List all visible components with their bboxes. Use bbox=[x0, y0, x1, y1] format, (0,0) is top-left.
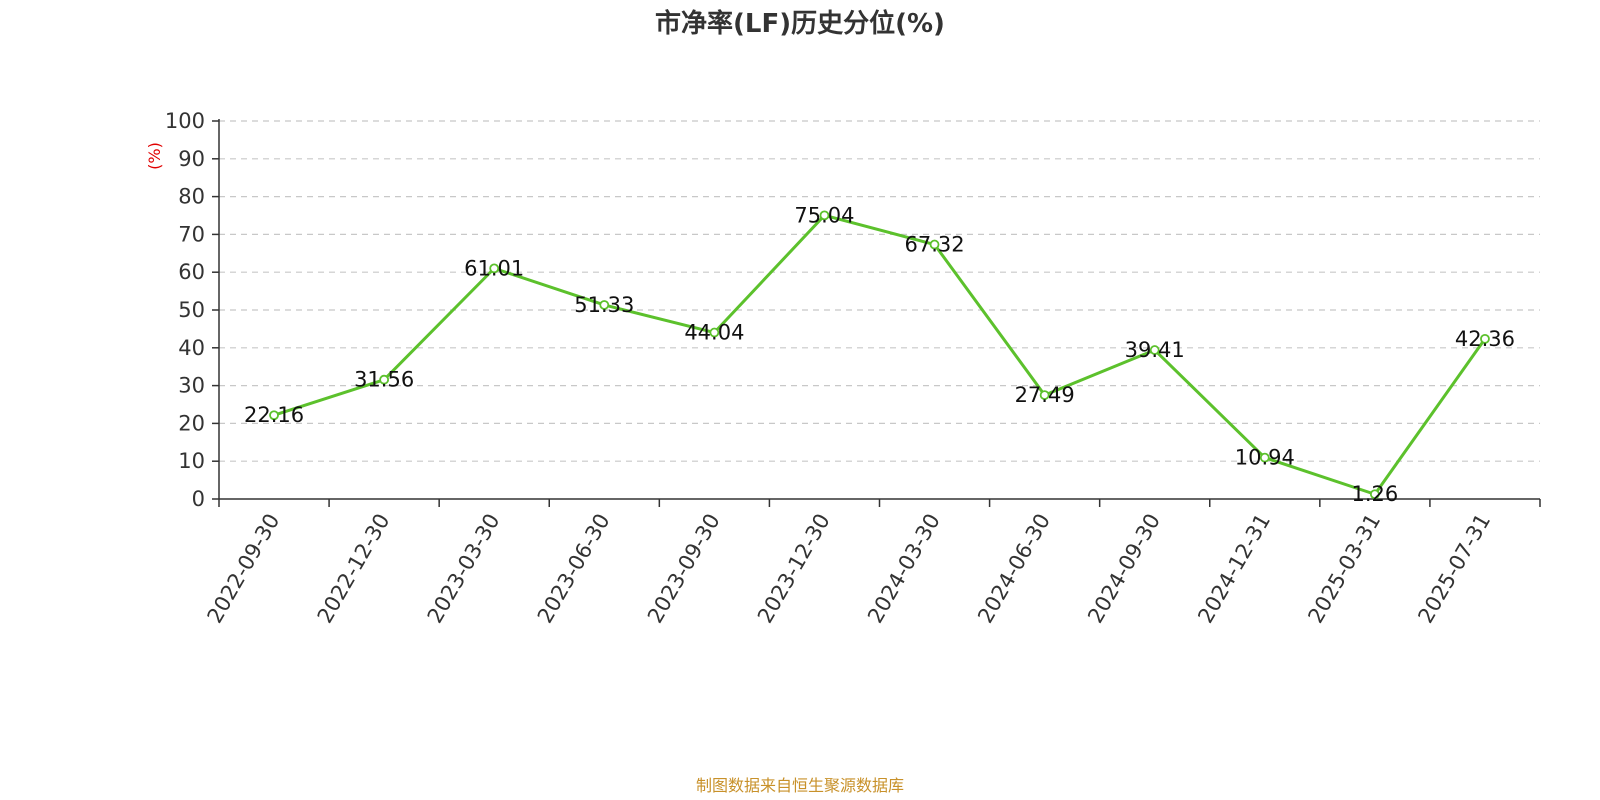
x-tick-label: 2024-06-30 bbox=[973, 510, 1055, 628]
data-point bbox=[1369, 489, 1380, 500]
y-tick-label: 60 bbox=[178, 260, 205, 284]
x-tick-label: 2023-06-30 bbox=[533, 510, 615, 628]
y-tick-label: 0 bbox=[192, 487, 205, 511]
y-tick-label: 50 bbox=[178, 298, 205, 322]
y-tick-label: 40 bbox=[178, 336, 205, 360]
data-label: 31.56 bbox=[354, 368, 414, 392]
y-tick-label: 20 bbox=[178, 411, 205, 435]
data-point bbox=[819, 210, 830, 221]
data-point bbox=[929, 239, 940, 250]
data-labels: 22.16 31.56 61.01 51.33 44.04 75.04 67.32 27.49… bbox=[244, 203, 1515, 506]
data-label: 67.32 bbox=[904, 233, 964, 257]
data-point bbox=[269, 410, 279, 421]
x-tick-label: 2025-03-31 bbox=[1303, 510, 1385, 628]
data-point bbox=[1480, 333, 1490, 344]
y-axis-label: (%) bbox=[145, 142, 164, 170]
data-label: 22.16 bbox=[244, 403, 304, 427]
data-label: 61.01 bbox=[464, 256, 524, 280]
chart-title: 市净率(LF)历史分位(%) bbox=[655, 8, 945, 39]
x-ticks: 2022-09-30 2022-12-30 2023-03-30 2023-06-30… bbox=[203, 499, 1541, 628]
y-tick-label: 70 bbox=[178, 222, 205, 246]
data-label: 10.94 bbox=[1235, 446, 1295, 470]
data-label: 42.36 bbox=[1455, 327, 1515, 351]
data-label: 1.26 bbox=[1351, 482, 1398, 506]
x-tick-label: 2025-07-31 bbox=[1413, 510, 1495, 628]
y-tick-label: 10 bbox=[178, 449, 205, 473]
gridlines bbox=[219, 120, 1540, 462]
data-label: 27.49 bbox=[1015, 383, 1075, 407]
y-ticks: 0 10 20 30 40 50 60 70 80 90 100 bbox=[165, 109, 219, 511]
data-point bbox=[1149, 345, 1160, 355]
y-tick-label: 90 bbox=[178, 147, 205, 171]
data-point bbox=[1259, 452, 1270, 463]
x-tick-label: 2023-03-30 bbox=[423, 510, 505, 628]
data-point bbox=[599, 300, 610, 310]
y-tick-label: 100 bbox=[165, 109, 205, 133]
data-point bbox=[709, 327, 720, 338]
data-point bbox=[1039, 390, 1050, 400]
source-note: 制图数据来自恒生聚源数据库 bbox=[696, 776, 904, 795]
data-label: 75.04 bbox=[794, 203, 854, 227]
axes bbox=[218, 119, 1540, 500]
x-tick-label: 2023-09-30 bbox=[643, 510, 725, 628]
data-label: 51.33 bbox=[574, 293, 634, 317]
series bbox=[269, 210, 1490, 500]
data-label: 39.41 bbox=[1125, 338, 1185, 362]
data-point bbox=[489, 263, 500, 274]
x-tick-label: 2022-09-30 bbox=[203, 510, 285, 628]
y-tick-label: 80 bbox=[178, 185, 205, 209]
data-label: 44.04 bbox=[684, 321, 744, 345]
x-tick-label: 2023-12-30 bbox=[753, 510, 835, 628]
series-line bbox=[273, 213, 1487, 496]
x-tick-label: 2024-09-30 bbox=[1083, 510, 1165, 628]
x-tick-label: 2022-12-30 bbox=[313, 510, 395, 628]
y-tick-label: 30 bbox=[178, 374, 205, 398]
data-point bbox=[379, 374, 390, 385]
x-tick-label: 2024-03-30 bbox=[863, 510, 945, 628]
x-tick-label: 2024-12-31 bbox=[1193, 510, 1275, 628]
